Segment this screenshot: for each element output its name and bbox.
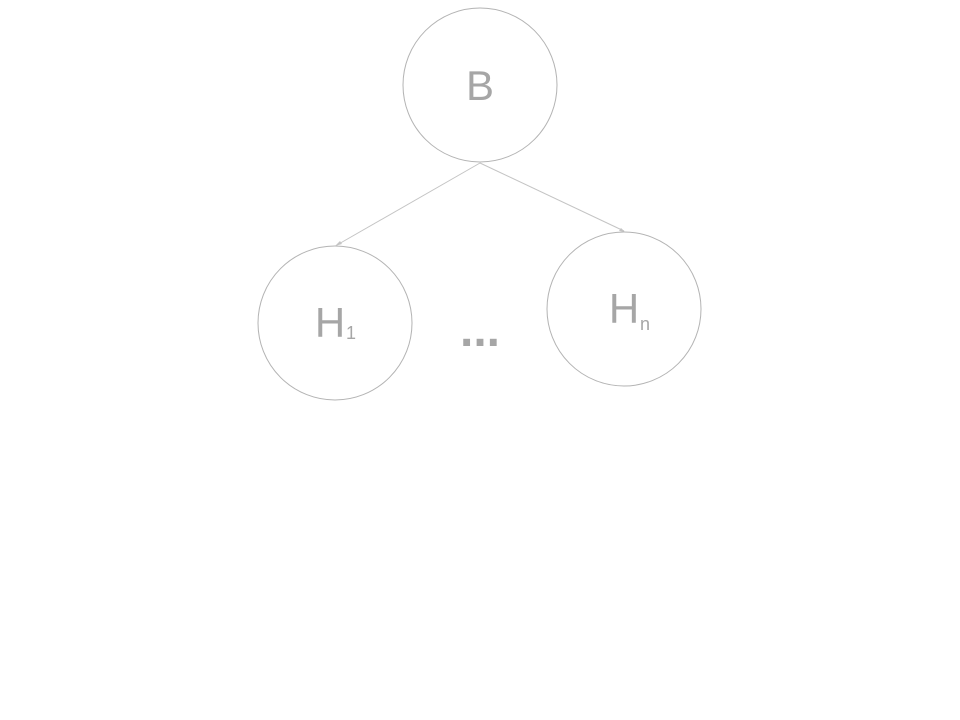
node-b: B xyxy=(402,7,558,163)
node-hn-circle xyxy=(546,231,702,387)
arrowhead-h1 xyxy=(335,241,342,246)
node-h1-label: H xyxy=(315,299,345,346)
node-hn-label: H xyxy=(609,285,639,332)
node-hn: H n xyxy=(546,231,702,387)
edge-b-to-h1 xyxy=(336,162,481,246)
node-h1-subscript: 1 xyxy=(346,323,356,343)
node-h1-circle xyxy=(257,245,413,401)
ellipsis: ... xyxy=(460,304,500,357)
edge-b-to-hn xyxy=(479,162,625,232)
edges xyxy=(335,162,625,246)
node-b-circle xyxy=(402,7,558,163)
arrowhead-hn xyxy=(619,228,625,232)
node-h1: H 1 xyxy=(257,245,413,401)
node-hn-subscript: n xyxy=(640,314,650,334)
node-b-label: B xyxy=(466,62,494,109)
